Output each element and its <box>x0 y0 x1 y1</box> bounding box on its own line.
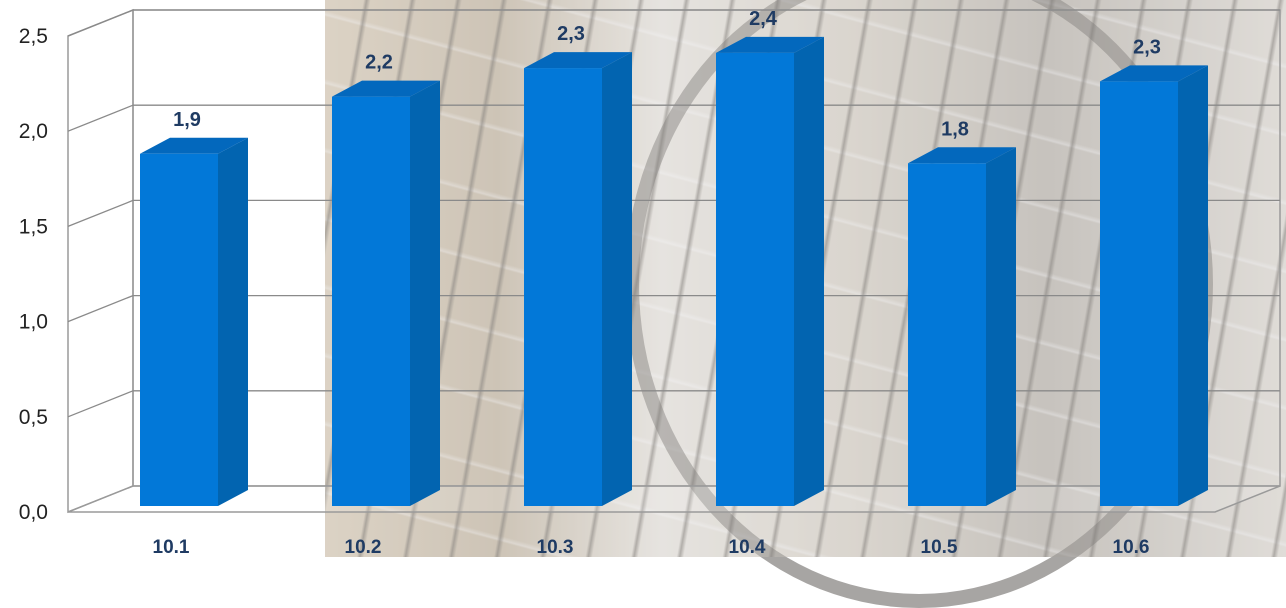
bar-chart: 0,0 0,5 1,0 1,5 2,0 2,5 1,9 10.1 2,2 10.2 2,3 10.3 2… <box>19 8 1281 557</box>
gridline-side <box>67 294 134 323</box>
gridline-side <box>67 390 134 418</box>
bar <box>524 68 602 506</box>
bar-side <box>218 137 248 506</box>
x-tick-label: 10.4 <box>729 537 766 557</box>
bar <box>1100 81 1178 507</box>
bar-top <box>908 147 1016 164</box>
bar <box>332 96 410 506</box>
bar-side <box>794 36 824 507</box>
y-tick-label: 1,5 <box>19 215 48 238</box>
bar-side <box>1178 65 1208 507</box>
x-tick-label: 10.3 <box>537 537 574 557</box>
gridline-side <box>67 9 134 37</box>
y-tick-label: 2,5 <box>19 25 48 48</box>
chart-area: 0,0 0,5 1,0 1,5 2,0 2,5 1,9 10.1 2,2 10.2 2,3 10.3 2… <box>19 0 1286 608</box>
x-tick-label: 10.5 <box>921 537 958 557</box>
data-label: 1,8 <box>941 118 969 140</box>
bar-top <box>332 80 440 97</box>
y-tick-label: 1,0 <box>19 311 48 334</box>
bar-side <box>986 147 1016 506</box>
x-tick-label: 10.6 <box>1113 537 1150 557</box>
bar-top <box>716 36 824 53</box>
gridline-side <box>67 199 134 228</box>
side-wall <box>67 8 134 514</box>
data-label: 1,9 <box>173 109 201 131</box>
data-label: 2,3 <box>557 23 585 45</box>
y-tick-label: 0,5 <box>19 406 48 429</box>
y-tick-label: 2,0 <box>19 120 48 143</box>
bar <box>908 163 986 506</box>
data-label: 2,4 <box>749 8 778 30</box>
gridline-side <box>67 104 134 132</box>
bar <box>716 52 794 507</box>
data-label: 2,3 <box>1133 36 1161 58</box>
bar-top <box>524 52 632 69</box>
data-label: 2,2 <box>365 52 393 74</box>
x-tick-label: 10.2 <box>345 537 382 557</box>
bar-side <box>602 52 632 506</box>
bar-top <box>140 137 248 154</box>
x-tick-label: 10.1 <box>153 537 190 557</box>
y-tick-label: 0,0 <box>19 501 48 524</box>
floor <box>67 485 1281 513</box>
bar <box>140 153 218 506</box>
bar-side <box>410 80 440 506</box>
bar-top <box>1100 65 1208 82</box>
